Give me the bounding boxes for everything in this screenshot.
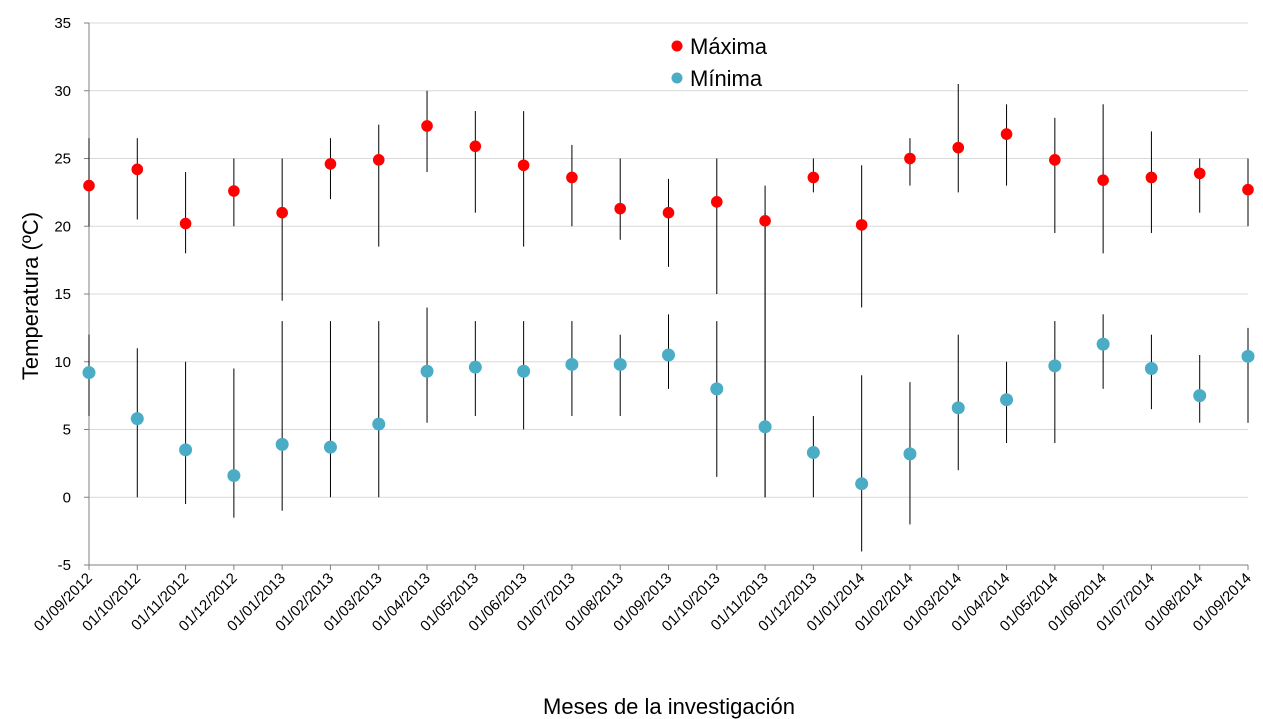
point-minima [710,382,724,396]
y-axis-ticks: -5 0 5 10 15 20 25 30 35 [54,15,71,574]
point-maxima [469,140,482,153]
point-maxima [614,202,627,215]
axes [84,22,1249,570]
point-minima [1144,362,1158,376]
point-maxima [228,185,240,197]
point-minima [951,401,965,415]
point-maxima [421,120,433,132]
point-maxima [372,154,385,166]
y-tick-label: 5 [63,422,71,439]
point-maxima [662,206,675,219]
point-maxima [710,196,723,208]
point-maxima [131,163,144,176]
point-minima [130,412,144,426]
point-minima [662,348,675,362]
error-bars [88,83,1249,552]
point-minima [1048,359,1062,373]
point-minima [372,417,386,431]
point-maxima [855,219,868,231]
point-maxima [566,171,578,184]
legend-marker-minima [671,72,683,84]
point-maxima [1000,128,1013,140]
point-maxima [1049,154,1061,166]
point-minima [227,469,241,483]
point-minima [82,366,96,380]
point-maxima [179,217,192,230]
point-minima [323,440,337,454]
point-minima [758,420,772,434]
point-maxima [1242,183,1254,196]
point-maxima [1193,167,1206,180]
point-maxima [807,171,820,184]
point-maxima [517,159,530,172]
point-minima [1241,349,1255,363]
x-axis-title: Meses de la investigación [543,694,795,719]
legend: Máxima Mínima [671,34,768,91]
legend-label-maxima: Máxima [690,34,768,59]
point-maxima [1145,171,1158,184]
point-minima [179,443,193,457]
point-minima [855,477,869,491]
point-minima [613,357,627,371]
y-tick-label: 10 [54,354,71,371]
y-tick-label: 30 [54,83,71,100]
point-maxima [759,215,771,227]
point-minima [565,357,579,371]
data-points [82,120,1255,491]
y-axis-title: Temperatura (ºC) [18,212,43,380]
point-minima [517,364,531,378]
y-tick-label: 35 [54,15,71,32]
point-minima [420,364,434,378]
y-tick-label: 15 [54,286,71,303]
point-maxima [276,206,288,219]
point-minima [903,447,917,461]
y-tick-label: -5 [58,557,71,574]
legend-label-minima: Mínima [690,66,763,91]
point-minima [468,360,482,374]
point-maxima [83,179,95,192]
point-minima [1000,393,1014,407]
point-minima [275,437,289,451]
point-maxima [904,152,916,165]
point-minima [1096,337,1110,351]
x-axis-ticks: 01/09/201201/10/201201/11/201201/12/2012… [31,570,1255,635]
y-tick-label: 25 [54,151,71,168]
y-tick-label: 20 [54,218,71,235]
point-maxima [324,158,337,170]
point-minima [1193,389,1207,403]
point-maxima [1097,174,1109,186]
point-maxima [952,141,965,154]
legend-marker-maxima [671,40,683,52]
y-tick-label: 0 [63,489,71,506]
point-minima [806,446,820,460]
